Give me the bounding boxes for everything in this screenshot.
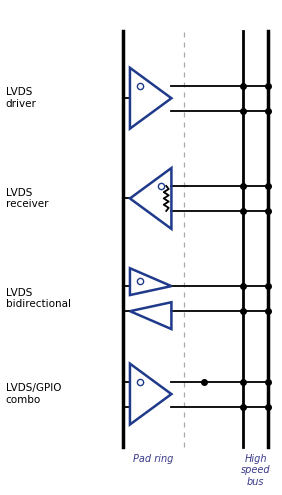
Text: Pad ring: Pad ring [133, 454, 174, 464]
Text: LVDS
bidirectional: LVDS bidirectional [6, 288, 70, 309]
Text: LVDS
receiver: LVDS receiver [6, 188, 48, 209]
Text: LVDS/GPIO
combo: LVDS/GPIO combo [6, 383, 61, 405]
Text: High
speed
bus: High speed bus [241, 454, 270, 487]
Text: LVDS
driver: LVDS driver [6, 88, 36, 109]
